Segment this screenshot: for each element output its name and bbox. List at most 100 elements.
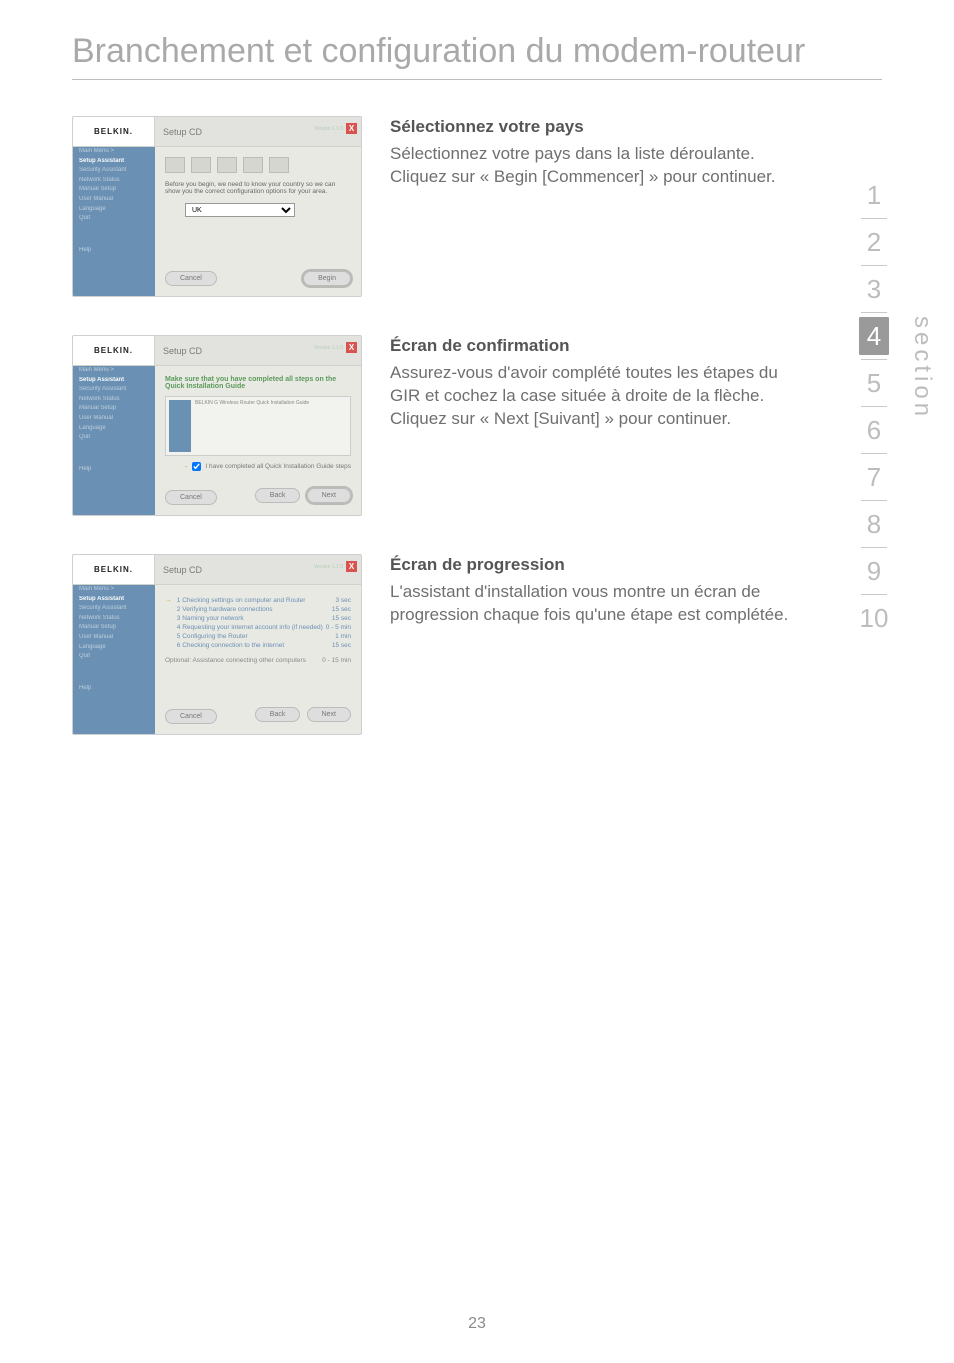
version-label: Version 1.1.0 — [314, 126, 343, 132]
section-number-8[interactable]: 8 — [850, 505, 898, 543]
sidebar-item[interactable]: User Manual — [79, 633, 149, 643]
next-button[interactable]: Next — [307, 707, 351, 722]
section-number-1[interactable]: 1 — [850, 176, 898, 214]
sidebar-item[interactable]: Quit — [79, 214, 149, 224]
sidebar-item[interactable]: Help — [79, 246, 149, 256]
section-number-separator — [861, 547, 887, 548]
sidebar-item[interactable]: Network Status — [79, 176, 149, 186]
sidebar-item[interactable]: Network Status — [79, 395, 149, 405]
belkin-brand: BELKIN. — [73, 336, 155, 366]
sidebar-item[interactable]: Network Status — [79, 614, 149, 624]
sidebar-item[interactable]: Setup Assistant — [79, 595, 149, 605]
progress-step: 4 Requesting your internet account info … — [165, 624, 351, 631]
cancel-button[interactable]: Cancel — [165, 709, 217, 724]
cancel-button[interactable]: Cancel — [165, 271, 217, 286]
sidebar-item[interactable]: Manual Setup — [79, 185, 149, 195]
sidebar-item[interactable]: Language — [79, 205, 149, 215]
sidebar-item[interactable]: Help — [79, 684, 149, 694]
section-number-separator — [861, 218, 887, 219]
sidebar-item[interactable]: Security Assistant — [79, 385, 149, 395]
section-number-2[interactable]: 2 — [850, 223, 898, 261]
page-title: Branchement et configuration du modem-ro… — [72, 32, 882, 71]
back-button[interactable]: Back — [255, 488, 301, 503]
section-number-3[interactable]: 3 — [850, 270, 898, 308]
section-number-10[interactable]: 10 — [850, 599, 898, 637]
quick-guide-preview: BELKIN G Wireless Router Quick Installat… — [165, 396, 351, 456]
country-instruction: Before you begin, we need to know your c… — [165, 181, 351, 195]
sidebar-item[interactable]: Main Menu > — [79, 366, 149, 376]
close-icon[interactable]: X — [346, 123, 357, 134]
sidebar-item[interactable]: Setup Assistant — [79, 376, 149, 386]
sidebar-item[interactable]: Quit — [79, 652, 149, 662]
country-select[interactable]: UK — [185, 203, 295, 217]
title-rule — [72, 79, 882, 80]
device-icon — [217, 157, 237, 173]
back-button[interactable]: Back — [255, 707, 301, 722]
checkbox-label: I have completed all Quick Installation … — [205, 463, 351, 470]
section-paragraph: Assurez-vous d'avoir complété toutes les… — [390, 362, 792, 431]
progress-step: 2 Verifying hardware connections15 sec — [165, 606, 351, 613]
section-number-separator — [861, 500, 887, 501]
section-paragraph: Sélectionnez votre pays dans la liste dé… — [390, 143, 792, 189]
progress-step: 3 Naming your network15 sec — [165, 615, 351, 622]
section-paragraph: L'assistant d'installation vous montre u… — [390, 581, 792, 627]
section-heading: Sélectionnez votre pays — [390, 116, 792, 139]
sidebar-item[interactable]: User Manual — [79, 414, 149, 424]
completed-checkbox[interactable] — [192, 462, 201, 471]
belkin-brand: BELKIN. — [73, 555, 155, 585]
row-progress: Main Menu >Setup AssistantSecurity Assis… — [72, 554, 792, 735]
sidebar-item[interactable]: Security Assistant — [79, 166, 149, 176]
version-label: Version 1.1.0 — [314, 564, 343, 570]
section-label: section — [908, 316, 936, 420]
begin-button[interactable]: Begin — [303, 271, 351, 286]
section-number-separator — [861, 406, 887, 407]
cancel-button[interactable]: Cancel — [165, 490, 217, 505]
screenshot-confirmation: Main Menu >Setup AssistantSecurity Assis… — [72, 335, 362, 516]
window-title: Setup CD — [163, 565, 202, 575]
section-number-9[interactable]: 9 — [850, 552, 898, 590]
section-number-separator — [861, 312, 887, 313]
progress-steps-list: → 1 Checking settings on computer and Ro… — [165, 597, 351, 664]
confirmation-heading: Make sure that you have completed all st… — [165, 376, 351, 390]
belkin-window: Main Menu >Setup AssistantSecurity Assis… — [72, 554, 362, 735]
section-number-5[interactable]: 5 — [850, 364, 898, 402]
section-number-separator — [861, 265, 887, 266]
section-heading: Écran de confirmation — [390, 335, 792, 358]
section-number-separator — [861, 453, 887, 454]
page-title-block: Branchement et configuration du modem-ro… — [72, 32, 882, 71]
sidebar-item[interactable]: Manual Setup — [79, 623, 149, 633]
section-number-6[interactable]: 6 — [850, 411, 898, 449]
sidebar-item[interactable]: Main Menu > — [79, 147, 149, 157]
sidebar-item[interactable]: Manual Setup — [79, 404, 149, 414]
page-number: 23 — [0, 1315, 954, 1333]
section-heading: Écran de progression — [390, 554, 792, 577]
row-select-country: Main Menu >Setup AssistantSecurity Assis… — [72, 116, 792, 297]
sidebar-item[interactable]: Language — [79, 643, 149, 653]
window-title: Setup CD — [163, 127, 202, 137]
section-number-separator — [861, 359, 887, 360]
sidebar-item[interactable]: Security Assistant — [79, 604, 149, 614]
close-icon[interactable]: X — [346, 561, 357, 572]
section-number-7[interactable]: 7 — [850, 458, 898, 496]
sidebar-item[interactable]: User Manual — [79, 195, 149, 205]
screenshot-select-country: Main Menu >Setup AssistantSecurity Assis… — [72, 116, 362, 297]
section-number-4[interactable]: 4 — [859, 317, 889, 355]
close-icon[interactable]: X — [346, 342, 357, 353]
belkin-window: Main Menu >Setup AssistantSecurity Assis… — [72, 116, 362, 297]
progress-step: → 1 Checking settings on computer and Ro… — [165, 597, 351, 604]
sidebar-item[interactable]: Help — [79, 465, 149, 475]
sidebar-item[interactable]: Main Menu > — [79, 585, 149, 595]
progress-step: 5 Configuring the Router1 min — [165, 633, 351, 640]
device-icon — [165, 157, 185, 173]
sidebar-item[interactable]: Setup Assistant — [79, 157, 149, 167]
sidebar-item[interactable]: Language — [79, 424, 149, 434]
arrow-icon: → — [182, 463, 189, 470]
device-icon — [243, 157, 263, 173]
device-icon — [269, 157, 289, 173]
section-number-rail: 1 2 3 4 5 6 7 8 9 10 — [850, 176, 898, 637]
row-confirmation: Main Menu >Setup AssistantSecurity Assis… — [72, 335, 792, 516]
progress-step: 6 Checking connection to the internet15 … — [165, 642, 351, 649]
sidebar-item[interactable]: Quit — [79, 433, 149, 443]
next-button[interactable]: Next — [307, 488, 351, 503]
belkin-brand: BELKIN. — [73, 117, 155, 147]
